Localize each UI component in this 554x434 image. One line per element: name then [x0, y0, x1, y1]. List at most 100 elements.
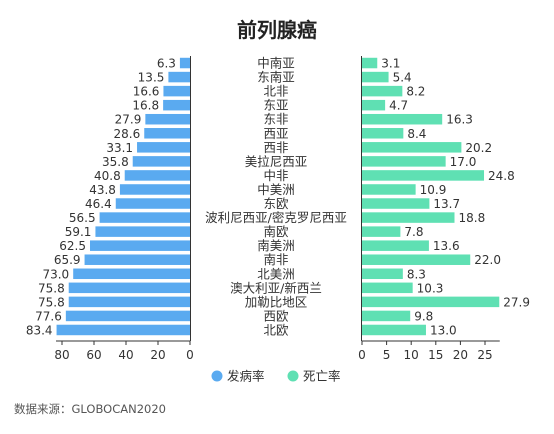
mortality-value-label: 13.7	[433, 197, 460, 211]
category-label: 北美洲	[257, 266, 295, 281]
incidence-bar	[163, 99, 190, 111]
mortality-bar	[362, 310, 411, 322]
incidence-bar	[179, 57, 190, 69]
mortality-bar	[362, 128, 404, 139]
incidence-bar	[168, 71, 190, 83]
mortality-bar	[362, 170, 485, 181]
mortality-value-label: 22.0	[474, 253, 501, 267]
incidence-value-label: 75.8	[38, 281, 65, 295]
mortality-bar	[362, 324, 426, 336]
mortality-bar	[362, 226, 401, 237]
incidence-tick-label: 0	[186, 348, 194, 362]
mortality-value-label: 4.7	[389, 99, 408, 113]
category-label: 西非	[263, 140, 288, 155]
mortality-value-label: 8.3	[407, 267, 426, 281]
category-label: 西亚	[263, 126, 288, 141]
mortality-bar	[362, 240, 429, 251]
mortality-value-label: 5.4	[393, 71, 412, 85]
incidence-value-label: 33.1	[106, 141, 133, 155]
mortality-value-label: 8.2	[406, 85, 425, 99]
category-label: 东南亚	[257, 70, 295, 85]
chart-title: 前列腺癌	[237, 18, 317, 42]
mortality-value-label: 16.3	[446, 113, 473, 127]
legend-label-mortality: 死亡率	[303, 369, 341, 384]
incidence-bar	[115, 198, 190, 209]
incidence-value-label: 59.1	[65, 225, 92, 239]
incidence-value-label: 6.3	[157, 57, 176, 71]
category-label: 东非	[263, 112, 288, 127]
mortality-value-label: 13.0	[430, 323, 457, 337]
incidence-value-label: 16.8	[132, 99, 159, 113]
mortality-bar	[362, 198, 430, 209]
source-note: 数据来源：GLOBOCAN2020	[14, 402, 166, 416]
mortality-bar	[362, 184, 416, 195]
mortality-value-label: 9.8	[414, 309, 433, 323]
mortality-value-label: 10.3	[417, 281, 444, 295]
mortality-value-label: 24.8	[488, 169, 515, 183]
incidence-bar	[84, 254, 190, 265]
incidence-bar	[68, 282, 190, 294]
incidence-tick-label: 60	[86, 348, 101, 362]
incidence-bar	[124, 170, 190, 181]
category-label: 东欧	[263, 196, 289, 211]
mortality-value-label: 8.4	[407, 127, 426, 141]
mortality-bar	[362, 156, 446, 167]
incidence-bar	[132, 156, 190, 167]
category-label: 南美洲	[257, 238, 295, 253]
mortality-bar	[362, 254, 471, 265]
incidence-value-label: 77.6	[35, 309, 62, 323]
mortality-tick-label: 0	[358, 348, 366, 362]
mortality-bar	[362, 212, 455, 223]
incidence-value-label: 27.9	[115, 113, 142, 127]
mortality-bar	[362, 57, 378, 69]
mortality-bar	[362, 113, 443, 125]
mortality-value-label: 7.8	[404, 225, 423, 239]
incidence-tick-label: 20	[150, 348, 165, 362]
mortality-value-label: 13.6	[433, 239, 460, 253]
category-label: 美拉尼西亚	[245, 154, 308, 169]
mortality-tick-label: 15	[428, 348, 443, 362]
mortality-bar	[362, 71, 389, 83]
category-label: 西欧	[263, 308, 289, 323]
mortality-value-label: 18.8	[458, 211, 485, 225]
incidence-bar	[145, 113, 190, 125]
mortality-bar	[362, 85, 403, 97]
mortality-value-label: 3.1	[381, 57, 400, 71]
category-label: 中南亚	[257, 56, 295, 71]
category-label: 北非	[263, 84, 288, 99]
incidence-bar	[73, 268, 190, 280]
incidence-value-label: 16.6	[133, 85, 160, 99]
incidence-value-label: 56.5	[69, 211, 96, 225]
mortality-tick-label: 5	[383, 348, 391, 362]
legend-label-incidence: 发病率	[227, 369, 265, 384]
incidence-bar	[68, 296, 190, 308]
incidence-bar	[119, 184, 190, 195]
mortality-value-label: 20.2	[465, 141, 492, 155]
mortality-bar	[362, 296, 500, 308]
incidence-bar	[90, 240, 190, 251]
incidence-bar	[95, 226, 190, 237]
incidence-bar	[163, 85, 190, 97]
incidence-value-label: 73.0	[42, 267, 69, 281]
mortality-tick-label: 10	[404, 348, 419, 362]
category-label: 澳大利亚/新西兰	[230, 280, 322, 295]
mortality-value-label: 10.9	[420, 183, 447, 197]
mortality-value-label: 27.9	[503, 295, 530, 309]
category-label: 波利尼西亚/密克罗尼西亚	[205, 210, 347, 225]
incidence-value-label: 83.4	[26, 323, 53, 337]
mortality-bar	[362, 142, 462, 153]
mortality-tick-label: 20	[453, 348, 468, 362]
incidence-bar	[56, 324, 191, 336]
incidence-value-label: 35.8	[102, 155, 129, 169]
incidence-tick-label: 40	[118, 348, 133, 362]
category-label: 北欧	[263, 322, 289, 337]
incidence-bar	[65, 310, 190, 322]
incidence-value-label: 65.9	[54, 253, 81, 267]
incidence-bar	[99, 212, 190, 223]
incidence-bar	[144, 128, 190, 139]
category-label: 南非	[263, 252, 288, 267]
incidence-tick-label: 80	[54, 348, 69, 362]
mortality-bar	[362, 268, 403, 280]
